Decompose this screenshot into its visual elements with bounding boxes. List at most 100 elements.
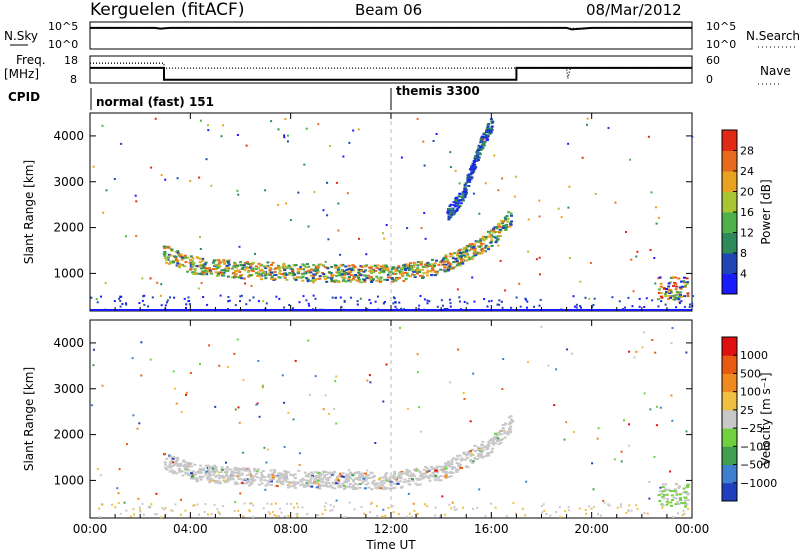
range-cell bbox=[213, 503, 216, 506]
range-cell bbox=[176, 251, 180, 254]
range-cell bbox=[341, 280, 345, 282]
range-cell bbox=[655, 222, 658, 225]
range-cell bbox=[201, 271, 204, 274]
range-cell bbox=[220, 269, 224, 272]
range-cell bbox=[240, 472, 244, 475]
range-cell bbox=[507, 423, 511, 426]
range-cell bbox=[507, 211, 511, 214]
range-cell bbox=[204, 471, 208, 474]
range-cell bbox=[396, 266, 400, 269]
colorbar-tick-label: −1000 bbox=[740, 477, 777, 490]
range-cell bbox=[230, 476, 234, 479]
range-cell bbox=[477, 455, 481, 458]
range-cell bbox=[378, 484, 382, 487]
range-cell bbox=[674, 288, 678, 291]
range-cell bbox=[307, 339, 310, 342]
range-cell bbox=[350, 279, 354, 281]
range-cell bbox=[473, 158, 477, 160]
range-cell bbox=[497, 440, 501, 442]
range-cell bbox=[278, 272, 281, 275]
range-cell bbox=[378, 281, 382, 283]
range-cell bbox=[196, 470, 200, 473]
range-cell bbox=[454, 199, 458, 202]
range-cell bbox=[220, 466, 224, 469]
range-cell bbox=[191, 473, 195, 476]
range-cell bbox=[227, 300, 230, 303]
range-cell bbox=[481, 144, 485, 146]
range-cell bbox=[267, 481, 271, 484]
range-cell bbox=[679, 287, 683, 290]
range-cell bbox=[679, 293, 682, 296]
range-cell bbox=[363, 278, 366, 281]
range-cell bbox=[230, 471, 234, 473]
range-cell bbox=[333, 487, 337, 490]
colorbar-tick-label: −25 bbox=[740, 422, 763, 435]
range-cell bbox=[236, 134, 239, 136]
range-cell bbox=[480, 247, 484, 250]
range-cell bbox=[335, 181, 338, 184]
range-cell bbox=[619, 503, 622, 506]
range-cell bbox=[291, 274, 295, 277]
range-cell bbox=[480, 443, 484, 446]
range-cell bbox=[243, 467, 247, 470]
range-cell bbox=[170, 465, 173, 468]
range-cell bbox=[625, 231, 627, 233]
range-cell bbox=[487, 454, 491, 457]
range-cell bbox=[172, 370, 175, 373]
range-cell bbox=[284, 473, 288, 476]
range-cell bbox=[675, 306, 678, 309]
range-cell bbox=[371, 279, 375, 282]
range-cell bbox=[307, 302, 310, 305]
range-cell bbox=[138, 302, 141, 304]
range-cell bbox=[370, 281, 373, 283]
range-cell bbox=[296, 267, 300, 270]
range-cell bbox=[456, 457, 460, 460]
range-cell bbox=[378, 268, 382, 271]
range-cell bbox=[602, 499, 605, 502]
range-cell bbox=[655, 206, 657, 209]
range-cell bbox=[266, 483, 270, 486]
range-cell bbox=[365, 475, 369, 477]
range-cell bbox=[485, 139, 489, 142]
range-cell bbox=[457, 206, 461, 209]
range-cell bbox=[502, 225, 506, 227]
range-cell bbox=[296, 481, 300, 484]
range-cell bbox=[337, 479, 341, 482]
range-cell bbox=[464, 465, 468, 468]
freq-left-unit: [MHz] bbox=[4, 67, 39, 81]
range-cell bbox=[521, 507, 524, 510]
range-cell bbox=[345, 474, 348, 477]
range-cell bbox=[261, 386, 264, 389]
range-cell bbox=[415, 467, 419, 470]
range-cell bbox=[363, 487, 367, 490]
range-cell bbox=[401, 272, 405, 275]
range-cell bbox=[235, 269, 239, 272]
range-cell bbox=[365, 253, 368, 256]
range-cell bbox=[206, 303, 209, 306]
range-cell bbox=[409, 262, 412, 265]
range-cell bbox=[492, 227, 495, 230]
range-cell bbox=[168, 454, 171, 457]
range-cell bbox=[358, 486, 362, 489]
range-cell bbox=[377, 295, 379, 298]
range-cell bbox=[343, 276, 347, 279]
range-cell bbox=[450, 459, 454, 462]
range-cell bbox=[207, 268, 211, 271]
range-cell bbox=[411, 515, 413, 518]
range-cell bbox=[325, 485, 329, 488]
range-cell bbox=[301, 263, 305, 266]
range-cell bbox=[331, 481, 335, 484]
range-cell bbox=[314, 478, 318, 481]
range-cell bbox=[440, 465, 444, 468]
range-cell bbox=[228, 299, 231, 302]
range-cell bbox=[496, 235, 500, 238]
range-cell bbox=[497, 244, 500, 247]
range-cell bbox=[426, 299, 429, 302]
range-cell bbox=[244, 477, 247, 480]
range-cell bbox=[230, 267, 234, 270]
range-cell bbox=[331, 296, 334, 299]
range-cell bbox=[386, 267, 390, 270]
range-cell bbox=[312, 279, 315, 282]
colorbar-tick-label: 28 bbox=[740, 145, 754, 158]
range-cell bbox=[220, 471, 224, 474]
